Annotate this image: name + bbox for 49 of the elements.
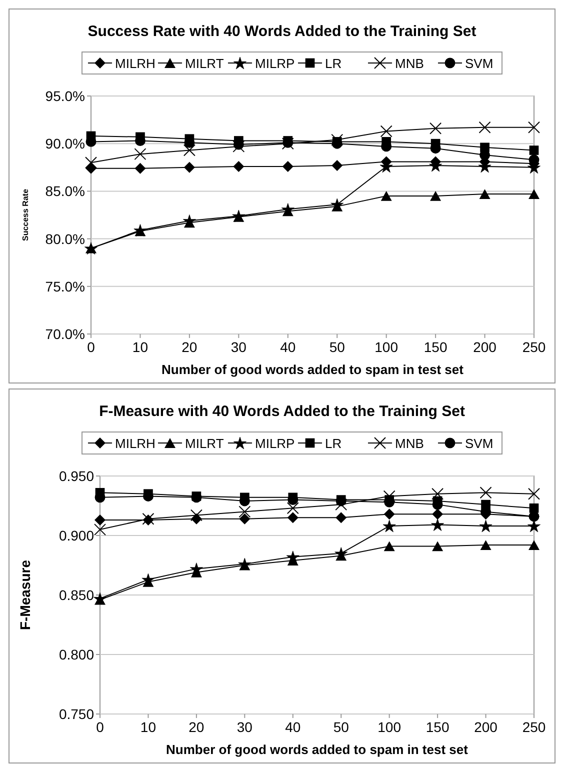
x-tick-label: 200 [474,719,498,735]
x-tick-label: 250 [522,719,546,735]
x-tick-label: 10 [140,719,156,735]
x-tick-label: 150 [426,719,450,735]
x-axis-title: Number of good words added to spam in test set [166,742,469,757]
x-axis-title: Number of good words added to spam in test set [162,362,464,377]
legend-label: MILRP [255,436,295,451]
x-tick-label: 150 [424,339,448,355]
x-tick-label: 40 [280,339,296,355]
y-tick-label: 85.0% [45,183,85,200]
legend-label: MILRP [255,56,295,71]
legend-label: MILRT [185,436,224,451]
legend-label: MILRH [115,436,156,451]
x-tick-label: 30 [230,339,247,355]
x-tick-label: 30 [236,719,253,735]
x-tick-label: 250 [522,339,546,355]
legend-label: MILRH [115,56,156,71]
y-tick-label: 90.0% [45,136,85,152]
legend-label: SVM [465,436,494,451]
x-tick-label: 100 [374,339,398,355]
y-axis-title: F-Measure [17,560,33,630]
x-tick-label: 20 [182,339,198,355]
y-tick-label: 95.0% [45,88,85,104]
x-tick-label: 0 [96,719,104,735]
legend-label: MILRT [185,56,224,71]
x-tick-label: 100 [378,719,402,735]
x-tick-label: 200 [473,339,497,355]
legend-label: MNB [395,56,424,71]
legend-label: LR [325,436,342,451]
x-tick-label: 40 [285,719,301,735]
legend-label: LR [325,56,342,71]
chart-title: Success Rate with 40 Words Added to the Training Set [88,23,476,40]
x-tick-label: 10 [132,339,148,355]
y-tick-label: 0.900 [58,528,94,544]
x-tick-label: 50 [333,719,350,735]
y-tick-label: 0.850 [58,587,94,603]
x-tick-label: 50 [329,339,346,355]
y-tick-label: 75.0% [45,278,85,294]
y-tick-label: 0.950 [58,468,94,484]
y-tick-label: 0.800 [58,646,94,662]
x-tick-label: 0 [87,339,96,355]
x-tick-label: 20 [188,719,204,735]
legend-label: MNB [395,436,424,451]
y-axis-title: Success Rate [21,188,30,242]
chart-title: F-Measure with 40 Words Added to the Training Set [99,403,465,420]
legend-label: SVM [465,56,494,71]
y-tick-label: 0.750 [58,706,94,722]
y-tick-label: 80.0% [45,230,85,247]
y-tick-label: 70.0% [45,326,85,342]
